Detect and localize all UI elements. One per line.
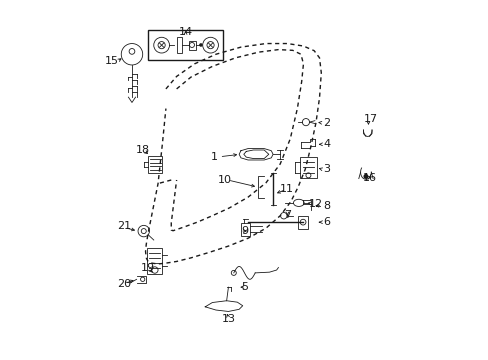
Text: 20: 20: [117, 279, 131, 289]
Text: 11: 11: [279, 184, 293, 194]
Text: 13: 13: [221, 314, 235, 324]
Text: 19: 19: [141, 262, 155, 273]
Text: 9: 9: [241, 226, 247, 236]
Text: 4: 4: [323, 139, 329, 149]
Text: 1: 1: [210, 152, 217, 162]
Circle shape: [364, 175, 367, 178]
Bar: [189, 41, 196, 50]
Text: 15: 15: [105, 57, 119, 66]
Text: 16: 16: [362, 173, 376, 183]
Text: 10: 10: [218, 175, 231, 185]
Bar: [148, 156, 162, 173]
Bar: [176, 37, 182, 53]
Text: 8: 8: [323, 201, 329, 211]
Bar: [148, 30, 223, 60]
Text: 18: 18: [135, 145, 149, 155]
Text: 6: 6: [323, 217, 329, 227]
Bar: [147, 248, 162, 274]
Text: 12: 12: [308, 199, 323, 208]
Text: 5: 5: [241, 282, 247, 292]
Circle shape: [200, 44, 202, 46]
Text: 17: 17: [364, 114, 378, 124]
Bar: [241, 223, 249, 236]
Text: 21: 21: [117, 221, 131, 231]
Bar: [298, 216, 307, 229]
Text: 3: 3: [323, 164, 329, 174]
Bar: [299, 157, 316, 178]
Text: 7: 7: [284, 210, 291, 220]
Text: 2: 2: [323, 118, 329, 128]
Text: 14: 14: [178, 27, 192, 37]
